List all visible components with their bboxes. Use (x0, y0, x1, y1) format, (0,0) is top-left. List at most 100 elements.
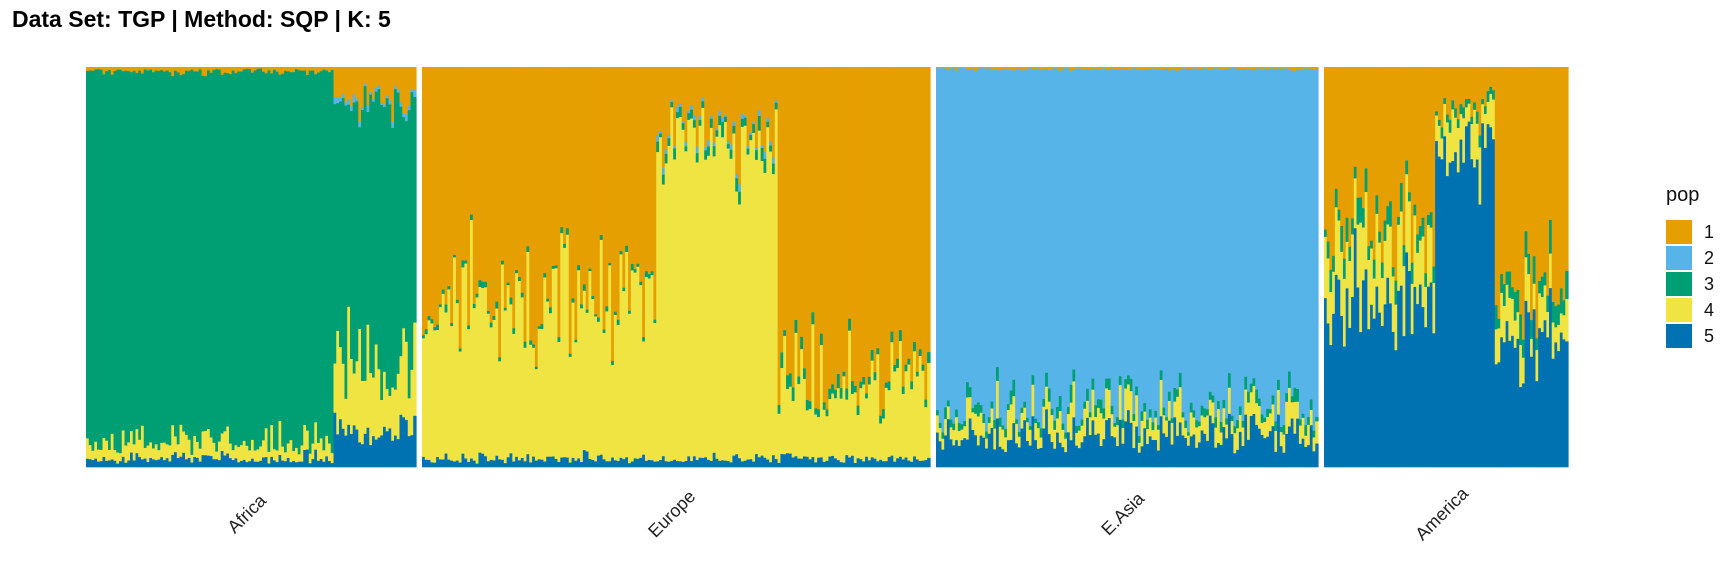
ancestry-bar-segment (300, 67, 304, 71)
ancestry-bar-segment (1159, 370, 1164, 381)
ancestry-bar-segment (1413, 215, 1417, 288)
ancestry-bar-segment (1329, 67, 1333, 271)
ancestry-bar-segment (848, 67, 852, 320)
ancestry-bar-segment (839, 462, 844, 468)
ancestry-bar-segment (223, 72, 227, 432)
ancestry-bar-segment (1247, 391, 1251, 403)
ancestry-bar-segment (1473, 67, 1477, 103)
ancestry-bar-segment (1500, 337, 1504, 468)
ancestry-bar-segment (1418, 226, 1423, 241)
ancestry-bar-segment (873, 372, 877, 381)
ancestry-bar-segment (729, 158, 734, 463)
ancestry-bar-segment (828, 399, 832, 457)
ancestry-bar-segment (1200, 405, 1204, 416)
ancestry-bar-segment (647, 67, 652, 275)
ancestry-bar-segment (755, 147, 759, 151)
ancestry-bar-segment (1282, 452, 1286, 468)
ancestry-bar-segment (976, 416, 981, 446)
ancestry-bar-segment (1015, 423, 1019, 444)
ancestry-bar-segment (458, 351, 463, 463)
ancestry-bar-segment (797, 376, 801, 385)
ancestry-bar-segment (996, 380, 1000, 419)
ancestry-bar-segment (1508, 340, 1512, 468)
ancestry-bar-segment (1167, 391, 1172, 402)
ancestry-bar-segment (256, 461, 260, 468)
ancestry-bar-segment (1036, 67, 1041, 69)
ancestry-bar-segment (971, 412, 975, 431)
chart-title: Data Set: TGP | Method: SQP | K: 5 (12, 6, 391, 32)
ancestry-bar-segment (1236, 69, 1240, 421)
ancestry-bar-segment (1497, 362, 1501, 468)
ancestry-bar-segment (369, 67, 373, 93)
ancestry-bar-segment (687, 67, 691, 111)
ancestry-bar-segment (1143, 411, 1147, 429)
ancestry-bar-segment (433, 327, 437, 331)
ancestry-bar-segment (1486, 91, 1490, 103)
ancestry-bar-segment (127, 67, 131, 72)
ancestry-bar-segment (333, 96, 337, 105)
ancestry-bar-segment (1367, 329, 1371, 468)
ancestry-bar-segment (1502, 342, 1507, 468)
ancestry-bar-segment (1157, 67, 1161, 70)
ancestry-bar-segment (898, 67, 903, 331)
ancestry-bar-segment (215, 451, 219, 460)
ancestry-bar-segment (352, 67, 357, 95)
ancestry-bar-segment (1230, 415, 1235, 422)
ancestry-bar-segment (1337, 220, 1341, 280)
ancestry-bar-segment (1036, 422, 1041, 429)
ancestry-bar-segment (339, 419, 343, 468)
ancestry-bar-segment (1370, 67, 1374, 242)
ancestry-bar-segment (605, 67, 609, 307)
ancestry-bar-segment (1437, 156, 1442, 468)
ancestry-bar-segment (1298, 443, 1303, 468)
ancestry-bar-segment (1370, 240, 1374, 249)
ancestry-bar-segment (325, 435, 329, 457)
ancestry-bar-segment (328, 443, 332, 462)
ancestry-bar-segment (960, 424, 964, 430)
ancestry-bar-segment (1383, 240, 1387, 305)
ancestry-bar-segment (746, 154, 750, 460)
ancestry-bar-segment (447, 459, 451, 468)
ancestry-bar-segment (1326, 241, 1331, 259)
ancestry-bar-segment (1050, 69, 1054, 410)
ancestry-bar-segment (1023, 69, 1027, 403)
ancestry-bar-segment (1230, 67, 1235, 69)
ancestry-bar-segment (786, 389, 790, 454)
ancestry-bar-segment (108, 67, 112, 71)
ancestry-bar-segment (650, 460, 655, 468)
ancestry-bar-segment (1279, 427, 1284, 433)
ancestry-bar-segment (1424, 327, 1428, 468)
ancestry-bar-segment (1026, 69, 1030, 419)
ancestry-bar-segment (1285, 68, 1289, 394)
ancestry-bar-segment (438, 307, 443, 460)
ancestry-bar-segment (341, 428, 346, 468)
ancestry-bar-segment (492, 320, 496, 461)
ancestry-bar-segment (1080, 68, 1084, 420)
ancestry-bar-segment (836, 388, 841, 461)
ancestry-bar-segment (453, 255, 457, 258)
ancestry-bar-segment (179, 75, 183, 426)
ancestry-bar-segment (1386, 67, 1390, 207)
ancestry-bar-segment (1140, 67, 1144, 71)
ancestry-bar-segment (1053, 429, 1057, 450)
ancestry-bar-segment (551, 67, 556, 267)
ancestry-bar-segment (391, 127, 395, 388)
ancestry-bar-segment (1189, 69, 1194, 404)
ancestry-bar-segment (394, 67, 398, 87)
ancestry-bar-segment (1121, 428, 1125, 445)
ancestry-bar-segment (438, 67, 443, 305)
ancestry-bar-segment (721, 137, 725, 461)
ancestry-bar-segment (577, 458, 581, 468)
ancestry-bar-segment (1386, 277, 1390, 468)
ancestry-bar-segment (361, 67, 365, 108)
ancestry-bar-segment (766, 127, 770, 460)
ancestry-bar-segment (639, 281, 643, 286)
ancestry-bar-segment (729, 149, 734, 160)
ancestry-bar-segment (1557, 351, 1561, 468)
ancestry-bar-segment (319, 438, 324, 460)
ancestry-bar-segment (1173, 69, 1177, 389)
ancestry-bar-segment (1080, 419, 1084, 426)
ancestry-bar-segment (910, 381, 914, 390)
ancestry-bar-segment (1383, 67, 1387, 221)
